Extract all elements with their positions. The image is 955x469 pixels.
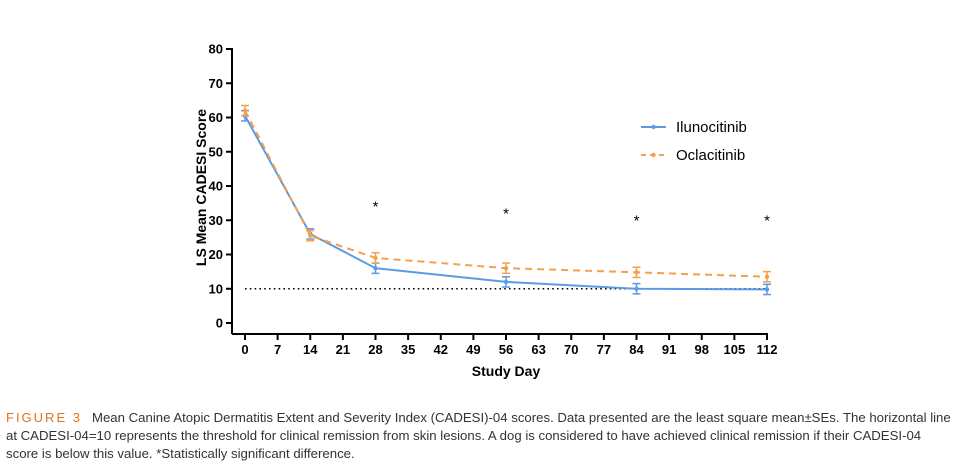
significance-marker: * [764,212,770,229]
x-tick-label: 49 [466,342,480,357]
figure-label: FIGURE 3 [6,410,82,425]
x-tick-label: 98 [695,342,709,357]
figure-caption: FIGURE 3 Mean Canine Atopic Dermatitis Ex… [6,409,951,463]
legend-marker [651,152,656,158]
legend: Ilunocitinib Oclacitinib [641,119,747,164]
x-tick-label: 70 [564,342,578,357]
x-tick-label: 0 [241,342,248,357]
y-tick-label: 50 [209,144,223,159]
x-axis: 0 7 14 21 28 35 42 49 56 63 70 77 84 91 98 105 112 [232,333,778,357]
data-point [634,286,639,291]
legend-label: Oclacitinib [676,147,745,164]
data-point [373,255,378,261]
x-tick-label: 56 [499,342,513,357]
significance-marker: * [634,212,640,229]
series-group [241,104,771,296]
x-tick-label: 35 [401,342,415,357]
x-tick-label: 105 [724,342,746,357]
legend-label: Ilunocitinib [676,119,747,136]
data-point [764,287,770,292]
y-tick-label: 10 [209,281,223,296]
caption-text: Mean Canine Atopic Dermatitis Extent and… [6,410,951,461]
series-line-ilunocitinib [244,115,768,291]
x-tick-label: 21 [336,342,350,357]
y-tick-label: 60 [209,110,223,125]
y-tick-label: 0 [216,316,223,331]
x-tick-label: 7 [274,342,281,357]
y-tick-label: 30 [209,213,223,228]
data-point [242,108,248,113]
x-tick-label: 63 [531,342,545,357]
significance-marker: * [503,205,509,222]
series-line-oclacitinib [244,110,768,278]
annotations: * * * * [373,199,771,230]
data-point [634,270,639,275]
y-tick-label: 40 [209,179,223,194]
x-tick-label: 28 [368,342,382,357]
data-point [308,233,313,238]
y-tick-label: 70 [209,76,223,91]
y-tick-label: 20 [209,247,223,262]
data-point [764,274,770,279]
x-tick-label: 77 [597,342,611,357]
x-tick-label: 42 [434,342,448,357]
x-axis-title: Study Day [472,363,541,379]
significance-marker: * [373,199,379,216]
x-tick-label: 91 [662,342,676,357]
x-tick-label: 112 [757,342,778,357]
legend-marker [651,124,656,130]
data-point [503,266,509,271]
y-axis: 0 10 20 30 40 50 60 70 80 [209,42,233,334]
data-point [503,279,509,285]
x-tick-label: 84 [629,342,644,357]
data-point [373,266,378,271]
x-tick-label: 14 [303,342,318,357]
y-axis-title: LS Mean CADESI Score [193,109,209,266]
y-tick-label: 80 [209,42,223,57]
line-chart: 0 7 14 21 28 35 42 49 56 63 70 77 84 91 98 105 112 0 10 20… [193,42,778,380]
